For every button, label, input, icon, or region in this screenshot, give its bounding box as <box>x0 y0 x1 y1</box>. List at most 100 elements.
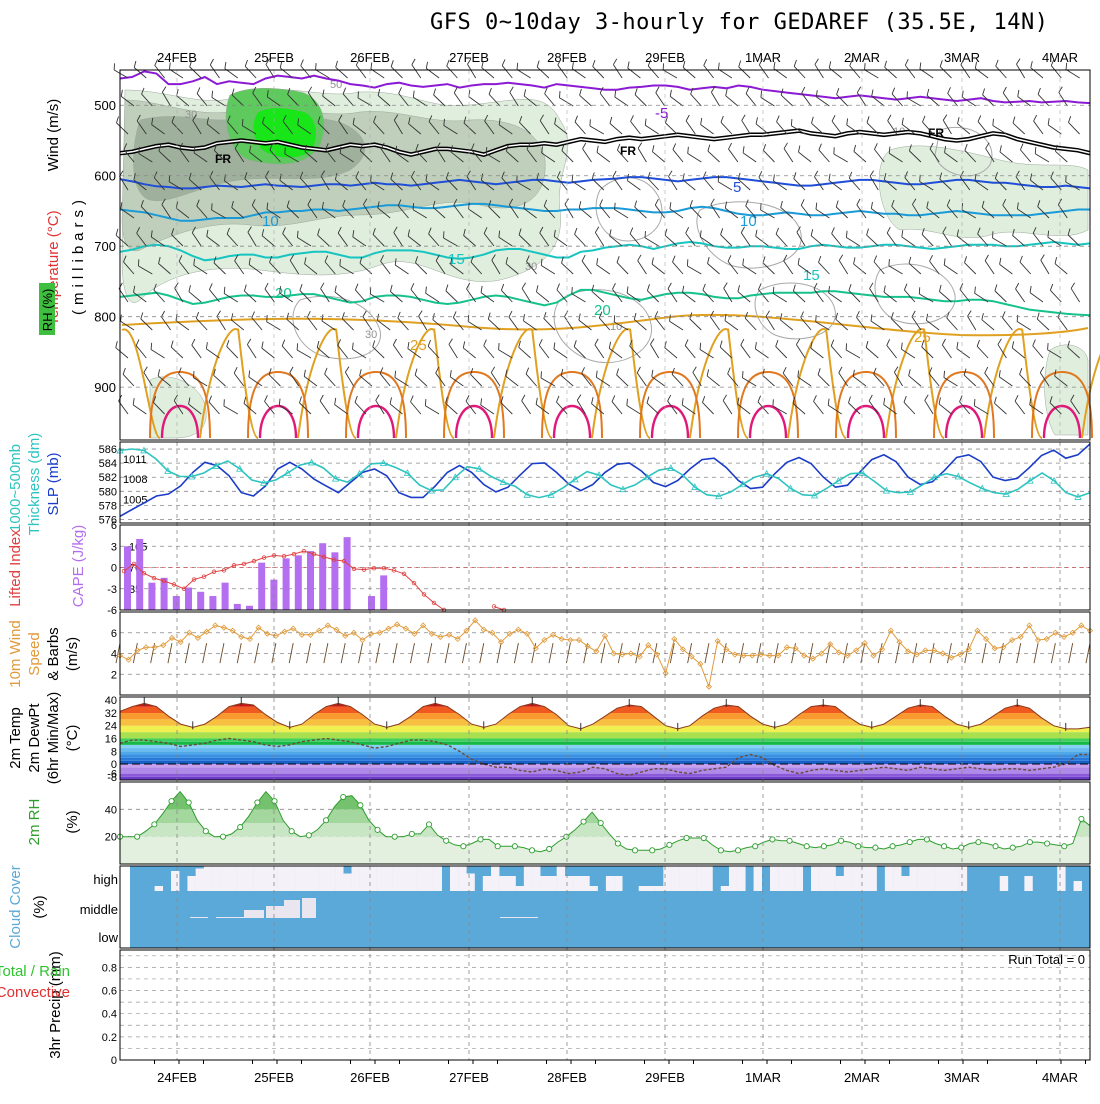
wind-barb <box>289 254 300 275</box>
wind-barb-shaft <box>206 348 220 359</box>
wind-barb <box>505 369 519 387</box>
wind-barb-flag <box>344 366 350 373</box>
wind-barb <box>370 62 385 79</box>
wind-barb-flag <box>289 254 295 261</box>
wind-barb <box>1070 282 1080 303</box>
wind-barb-flag <box>498 343 500 350</box>
wind-barb-flag <box>243 284 247 292</box>
wind-barb <box>581 254 592 275</box>
wind-barb-flag <box>775 227 779 235</box>
wind-barb <box>579 88 592 107</box>
wind-barb-flag <box>415 143 419 151</box>
wind-barb-flag <box>1011 341 1015 349</box>
thickness-axis-label: 1000~500mb <box>7 444 24 532</box>
wind-barb <box>727 255 739 275</box>
wind-barb-shaft <box>536 179 550 191</box>
lifted-index-marker <box>351 566 357 572</box>
wind-barb <box>1036 312 1050 331</box>
wind-barb-flag <box>234 254 239 262</box>
wind-barb-flag <box>1019 255 1023 263</box>
wind-barb-flag <box>848 284 852 291</box>
wind-barb <box>269 143 281 163</box>
cloud-gap <box>540 876 549 891</box>
wind-barb-shaft <box>672 261 684 275</box>
wind-barb-flag <box>827 398 830 406</box>
wind-barb <box>352 230 367 247</box>
wind-barb <box>755 117 769 135</box>
wind-barb <box>261 229 275 247</box>
wind-barb-shaft <box>689 318 702 331</box>
wind-barb <box>942 226 952 247</box>
isotherm-label: 10 <box>262 213 279 230</box>
cape-bar <box>282 558 290 610</box>
wind-barb-flag <box>762 144 767 151</box>
wind-barb-shaft <box>564 316 574 331</box>
wind-barb <box>576 394 586 415</box>
temp-band <box>120 773 1090 777</box>
wind-barb <box>317 228 330 247</box>
wind-barb <box>981 313 995 331</box>
wind-barb <box>341 312 354 331</box>
wind-barb-shaft <box>626 292 641 303</box>
wind-barb-shaft <box>718 68 733 79</box>
surface-wind-barb <box>150 643 156 664</box>
wind-speed-marker <box>290 625 297 632</box>
wind-barb <box>244 172 257 191</box>
wind-speed-marker <box>446 631 453 638</box>
wind-barb-shaft <box>213 374 226 387</box>
middle-cloud-gap <box>302 898 316 918</box>
cloud-gap <box>720 886 730 891</box>
wind-barb-flag <box>498 118 501 125</box>
wind-barb-shaft <box>266 321 281 331</box>
wind-barb <box>942 114 952 135</box>
wind-barb-flag <box>1014 395 1019 402</box>
wind-barb-flag <box>289 366 294 373</box>
wind-barb-flag <box>372 228 376 235</box>
wind-barb-shaft <box>122 373 135 387</box>
wind-barb-shaft <box>687 153 702 163</box>
wind-barb-flag <box>573 340 577 347</box>
wind-barb-shaft <box>651 376 665 387</box>
wind-barb-flag <box>852 369 855 377</box>
wind-barb-shaft <box>967 316 977 331</box>
wind-barb-flag <box>338 114 343 121</box>
wind-barb-flag <box>591 397 594 404</box>
wind-barb <box>810 341 824 359</box>
surface-wind-barb <box>600 643 606 664</box>
wind-barb-flag <box>792 284 796 292</box>
wind-barb-shaft <box>411 176 422 191</box>
wind-barb <box>465 395 477 415</box>
rh-marker <box>597 819 604 827</box>
wind-barb-shaft <box>113 69 129 79</box>
wind-barb-shaft <box>355 289 367 303</box>
wind-barb-flag <box>213 144 218 151</box>
wind-barb <box>668 170 678 191</box>
wind-barb <box>428 115 440 135</box>
wind-speed-marker <box>472 617 479 624</box>
wind-barb-flag <box>798 145 801 153</box>
wind-speed-marker <box>757 651 764 658</box>
lifted-index-marker <box>381 566 387 571</box>
wind-barb <box>722 394 733 415</box>
wind-barb <box>252 86 263 107</box>
wind-barb <box>627 173 641 191</box>
wind-barb-flag <box>738 60 742 68</box>
surface-wind-barb <box>167 643 173 664</box>
wind-barb-flag <box>249 145 252 153</box>
surface-wind-barb <box>1085 643 1091 664</box>
wind-barb-shaft <box>1035 153 1050 163</box>
wind-barb-shaft <box>372 346 385 359</box>
wind-barb-flag <box>592 60 596 67</box>
wind-barb-shaft <box>116 122 129 135</box>
wind-barb <box>435 366 446 387</box>
wind-barb <box>525 367 537 387</box>
wind-barb-flag <box>866 116 870 123</box>
wind-barb-flag <box>1040 254 1045 261</box>
rh-fill <box>155 809 1087 823</box>
wind-barb-shaft <box>946 317 958 331</box>
wind-barb-flag <box>762 256 766 264</box>
isotherm-30 <box>835 370 897 439</box>
wind-barb-shaft <box>380 260 391 275</box>
wind-barb-shaft <box>815 321 830 331</box>
bottom-day-label: 25FEB <box>254 1070 294 1085</box>
